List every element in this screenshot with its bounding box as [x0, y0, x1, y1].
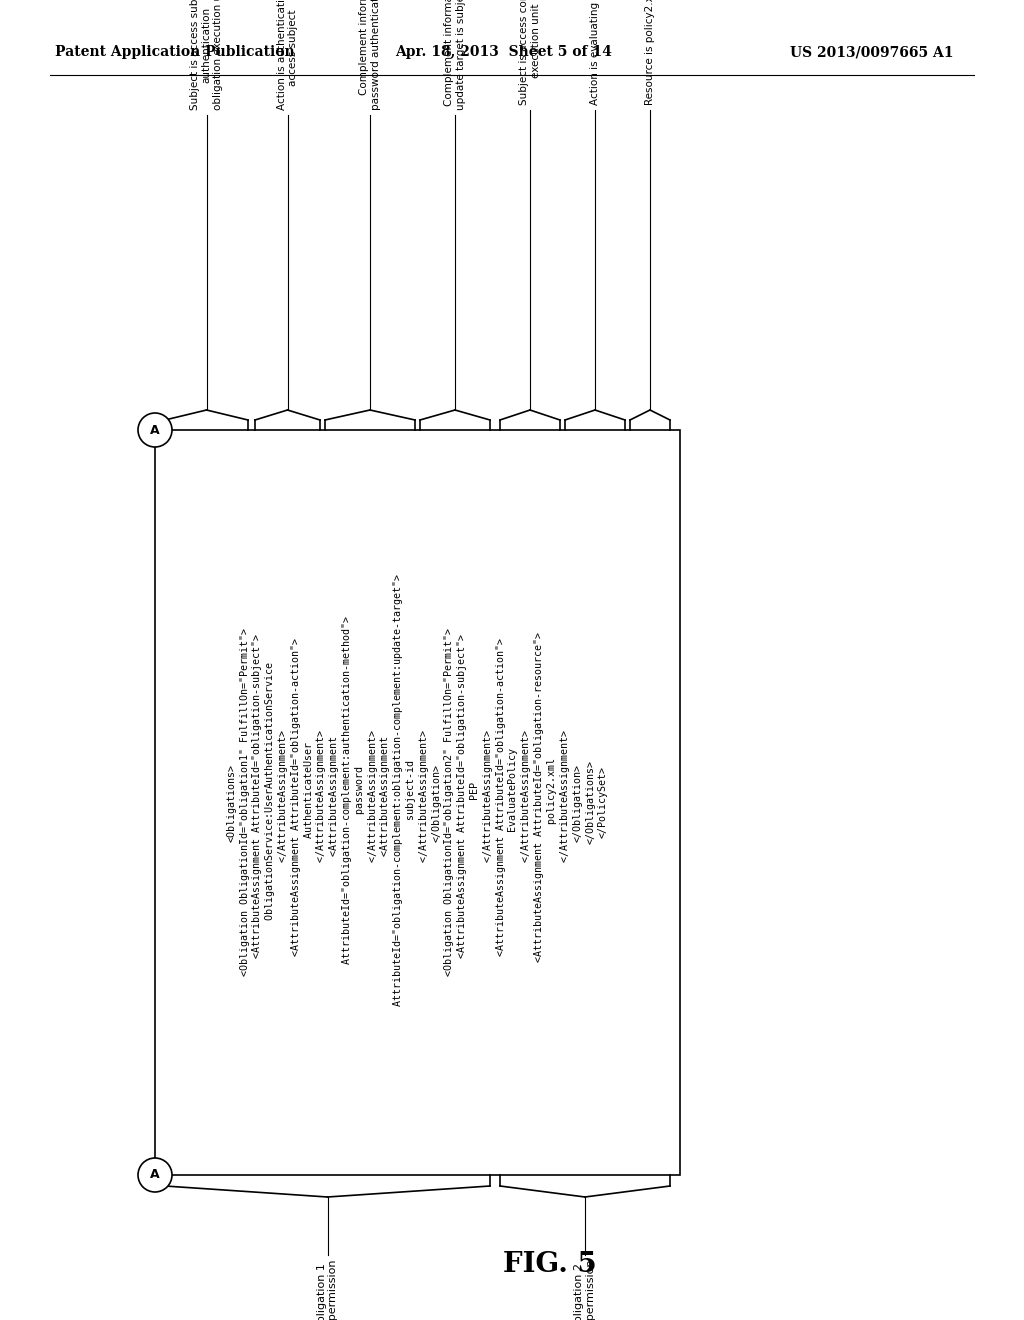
Text: Subject is access control
execution unit: Subject is access control execution unit	[519, 0, 541, 106]
Text: A: A	[151, 1168, 160, 1181]
Text: Subject is access subject
authentication
obligation execution unit: Subject is access subject authentication…	[189, 0, 223, 110]
Circle shape	[138, 1158, 172, 1192]
Text: Complement information is that
update target is subject identifier: Complement information is that update ta…	[444, 0, 466, 110]
Text: <Obligations>
<Obligation ObligationId="obligation1" FulfillOn="Permit">
  <Attr: <Obligations> <Obligation ObligationId="…	[227, 574, 608, 1031]
Text: Resource is policy2.xml: Resource is policy2.xml	[645, 0, 655, 106]
Bar	[155, 430, 680, 1175]
Text: Action is authenticating
access subject: Action is authenticating access subject	[276, 0, 298, 110]
Text: Patent Application Publication: Patent Application Publication	[55, 45, 295, 59]
Text: Apr. 18, 2013  Sheet 5 of 14: Apr. 18, 2013 Sheet 5 of 14	[395, 45, 612, 59]
Text: FIG. 5: FIG. 5	[503, 1251, 597, 1279]
Text: Obligation 2
in permission: Obligation 2 in permission	[574, 1261, 596, 1320]
Text: Action is evaluating policy: Action is evaluating policy	[590, 0, 600, 106]
Text: A: A	[151, 424, 160, 437]
Text: Complement information is
password authentication method: Complement information is password authe…	[359, 0, 381, 110]
Text: US 2013/0097665 A1: US 2013/0097665 A1	[790, 45, 953, 59]
Circle shape	[138, 413, 172, 447]
Text: Obligation 1
in permission: Obligation 1 in permission	[316, 1261, 338, 1320]
